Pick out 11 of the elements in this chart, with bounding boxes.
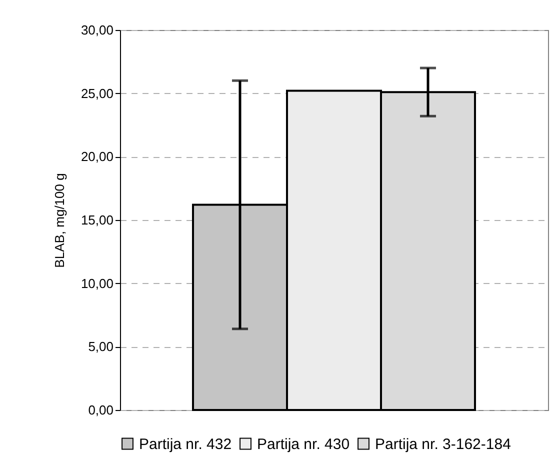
legend-label: Partija nr. 3-162-184 <box>375 436 511 453</box>
y-tick-label: 15,00 <box>80 212 114 228</box>
y-tick-label: 10,00 <box>80 276 114 291</box>
y-tick-label: 5,00 <box>88 339 114 354</box>
legend-label: Partija nr. 430 <box>257 436 350 453</box>
y-tick-label: 25,00 <box>80 86 114 101</box>
y-tick-label: 30,00 <box>80 22 114 38</box>
y-tick-label: 0,00 <box>88 402 114 418</box>
y-tick-label: 20,00 <box>80 149 114 164</box>
y-axis-title: BLAB, mg/100 g <box>52 173 67 268</box>
legend-label: Partija nr. 432 <box>139 436 232 453</box>
